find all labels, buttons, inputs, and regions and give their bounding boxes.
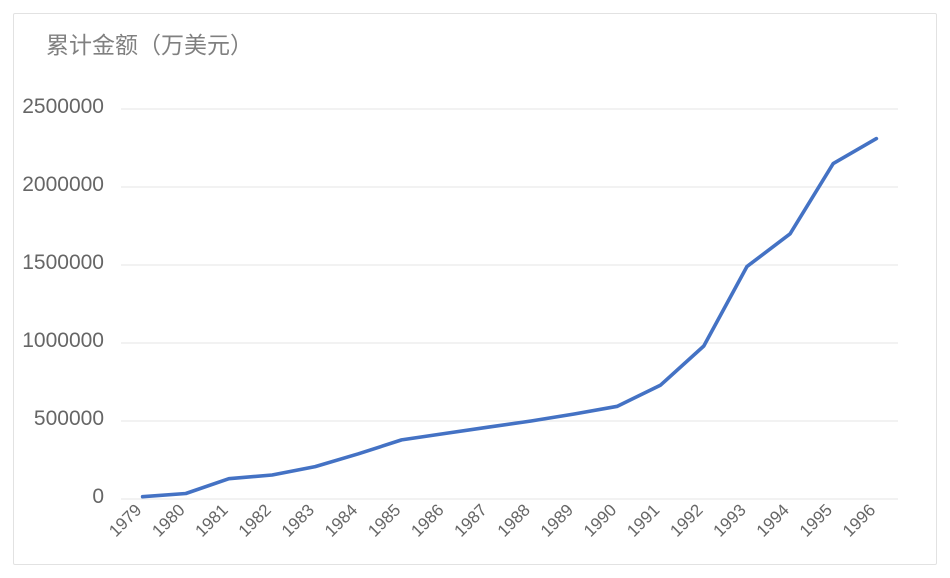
svg-text:1996: 1996 (839, 500, 879, 540)
svg-text:1000000: 1000000 (22, 329, 104, 352)
svg-text:1989: 1989 (537, 500, 577, 540)
svg-text:1500000: 1500000 (22, 251, 104, 274)
svg-text:1981: 1981 (192, 500, 232, 540)
svg-text:1980: 1980 (148, 500, 188, 540)
svg-text:1983: 1983 (278, 500, 318, 540)
svg-text:500000: 500000 (34, 407, 104, 430)
svg-text:1991: 1991 (623, 500, 663, 540)
svg-text:1990: 1990 (580, 500, 620, 540)
svg-text:1994: 1994 (753, 500, 793, 540)
svg-text:1979: 1979 (105, 500, 145, 540)
svg-text:2500000: 2500000 (22, 95, 104, 118)
svg-text:2000000: 2000000 (22, 173, 104, 196)
svg-text:1992: 1992 (666, 500, 706, 540)
svg-text:1987: 1987 (451, 500, 491, 540)
svg-text:1988: 1988 (494, 500, 534, 540)
svg-text:1995: 1995 (796, 500, 836, 540)
svg-text:1985: 1985 (364, 500, 404, 540)
svg-text:1984: 1984 (321, 500, 361, 540)
svg-text:1986: 1986 (407, 500, 447, 540)
svg-text:0: 0 (92, 485, 104, 508)
svg-text:1993: 1993 (710, 500, 750, 540)
svg-text:1982: 1982 (235, 500, 275, 540)
